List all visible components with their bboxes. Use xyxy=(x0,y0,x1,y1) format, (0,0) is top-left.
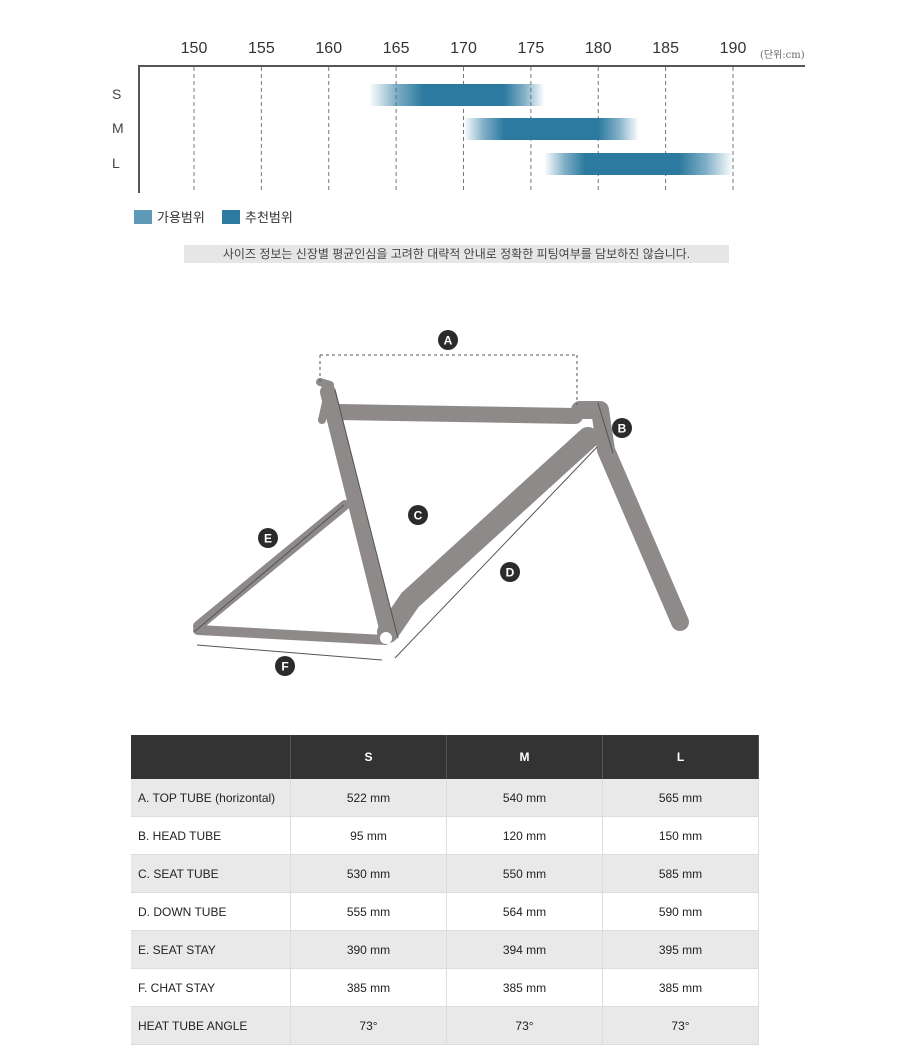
x-tick-label: 180 xyxy=(584,40,612,57)
row-header: F. CHAT STAY xyxy=(131,968,291,1007)
table-cell: 385 mm xyxy=(602,968,759,1007)
dim-label: A xyxy=(444,334,453,348)
table-row: D. DOWN TUBE 555 mm 564 mm 590 mm xyxy=(131,892,759,931)
table-row: F. CHAT STAY 385 mm 385 mm 385 mm xyxy=(131,968,759,1007)
col-header xyxy=(131,735,291,779)
row-label: M xyxy=(112,120,124,136)
dim-marker-C xyxy=(408,505,428,525)
row-label: L xyxy=(112,155,120,171)
dim-marker-A xyxy=(438,330,458,350)
legend-usable: 가용범위 xyxy=(134,207,205,226)
range-bar-L xyxy=(544,153,733,175)
table-cell: 530 mm xyxy=(290,854,447,893)
table-cell: 73° xyxy=(446,1006,603,1045)
dim-label: D xyxy=(506,566,515,580)
row-label: S xyxy=(112,86,122,102)
table-row: HEAT TUBE ANGLE 73° 73° 73° xyxy=(131,1006,759,1045)
table-cell: 564 mm xyxy=(446,892,603,931)
table-cell: 550 mm xyxy=(446,854,603,893)
table-cell: 73° xyxy=(290,1006,447,1045)
x-tick-label: 185 xyxy=(652,40,679,57)
legend-swatch xyxy=(222,209,240,224)
dim-label: C xyxy=(414,509,423,523)
bike-frame xyxy=(193,378,689,645)
table-cell: 390 mm xyxy=(290,930,447,969)
table-cell: 395 mm xyxy=(602,930,759,969)
x-tick-label: 170 xyxy=(450,40,477,57)
table-cell: 385 mm xyxy=(446,968,603,1007)
table-cell: 540 mm xyxy=(446,779,603,817)
dim-label: B xyxy=(618,422,627,436)
dim-marker-D xyxy=(500,562,520,582)
measure-lines xyxy=(193,354,614,661)
dim-marker-E xyxy=(258,528,278,548)
bottom-bracket xyxy=(380,632,392,644)
row-header: A. TOP TUBE (horizontal) xyxy=(131,779,291,817)
table-cell: 150 mm xyxy=(602,816,759,855)
frame-diagram: A B C D E F xyxy=(193,330,689,676)
table-cell: 95 mm xyxy=(290,816,447,855)
x-tick-label: 190 xyxy=(719,40,747,57)
x-tick-label: 150 xyxy=(180,40,208,57)
x-tick-label: 160 xyxy=(315,40,343,57)
col-header: L xyxy=(602,735,759,779)
row-header: D. DOWN TUBE xyxy=(131,892,291,931)
dim-label: F xyxy=(281,660,288,674)
table-cell: 565 mm xyxy=(602,779,759,817)
table-row: B. HEAD TUBE 95 mm 120 mm 150 mm xyxy=(131,816,759,855)
col-header: M xyxy=(446,735,603,779)
table-cell: 73° xyxy=(602,1006,759,1045)
x-tick-label: 165 xyxy=(382,40,410,57)
x-tick-label: 155 xyxy=(248,40,275,57)
dim-marker-B xyxy=(612,418,632,438)
row-header: B. HEAD TUBE xyxy=(131,816,291,855)
range-bar-M xyxy=(463,118,639,140)
row-header: C. SEAT TUBE xyxy=(131,854,291,893)
size-chart-plot xyxy=(138,65,805,193)
table-row: A. TOP TUBE (horizontal) 522 mm 540 mm 565 … xyxy=(131,779,759,817)
legend-label: 추천범위 xyxy=(245,210,293,225)
size-note: 사이즈 정보는 신장별 평균인심을 고려한 대략적 안내로 정확한 피팅여부를 … xyxy=(184,245,729,263)
table-cell: 385 mm xyxy=(290,968,447,1007)
table-cell: 522 mm xyxy=(290,779,447,817)
x-tick-label: 175 xyxy=(517,40,545,57)
unit-label: (단위:cm) xyxy=(760,50,805,61)
table-row: E. SEAT STAY 390 mm 394 mm 395 mm xyxy=(131,930,759,969)
legend-swatch xyxy=(134,209,152,224)
row-header: HEAT TUBE ANGLE xyxy=(131,1006,291,1045)
col-header: S xyxy=(290,735,447,779)
table-row: C. SEAT TUBE 530 mm 550 mm 585 mm xyxy=(131,854,759,893)
table-cell: 555 mm xyxy=(290,892,447,931)
table-cell: 590 mm xyxy=(602,892,759,931)
legend-recommended: 추천범위 xyxy=(222,207,293,226)
range-bar-S xyxy=(369,84,545,106)
table-cell: 585 mm xyxy=(602,854,759,893)
row-header: E. SEAT STAY xyxy=(131,930,291,969)
legend-label: 가용범위 xyxy=(157,210,205,225)
table-cell: 394 mm xyxy=(446,930,603,969)
table-cell: 120 mm xyxy=(446,816,603,855)
dim-label: E xyxy=(264,532,272,546)
dim-marker-F xyxy=(275,656,295,676)
